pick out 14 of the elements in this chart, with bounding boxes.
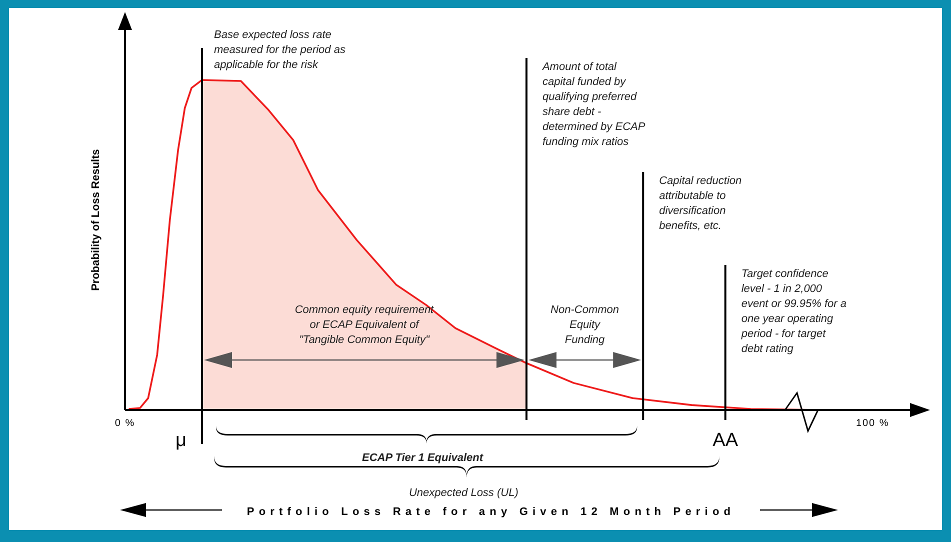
ref-line-label: Capital reduction attributable to diversification benefits, etc. <box>659 175 742 232</box>
ref-line-label: Base expected loss rate measured for the period as applicable for the risk <box>214 29 346 71</box>
annotation: μ <box>176 430 186 451</box>
text: ECAP Tier 1 Equivalent <box>362 452 484 464</box>
annotation: Common equity requirement or ECAP Equivalent of "Tangible Common Equity" <box>294 304 435 346</box>
annotation: AA <box>712 430 738 451</box>
y-axis-title: Probability of Loss Results <box>90 149 102 291</box>
text: Portfolio Loss Rate for any Given 12 Month Period <box>246 506 736 518</box>
ref-line-label: Amount of total capital funded by qualifying preferred share debt - determined by ECAP funding mix ratios <box>541 61 646 148</box>
x-tick-label: 100 % <box>856 418 890 429</box>
text: Unexpected Loss (UL) <box>408 487 519 499</box>
annotation: Non-Common Equity Funding <box>550 304 620 346</box>
x-tick-label: 0 % <box>114 418 136 429</box>
ref-line-label: Target confidence level - 1 in 2,000 event or 99.95% for a one year operating period - for target debt rating <box>740 268 847 355</box>
